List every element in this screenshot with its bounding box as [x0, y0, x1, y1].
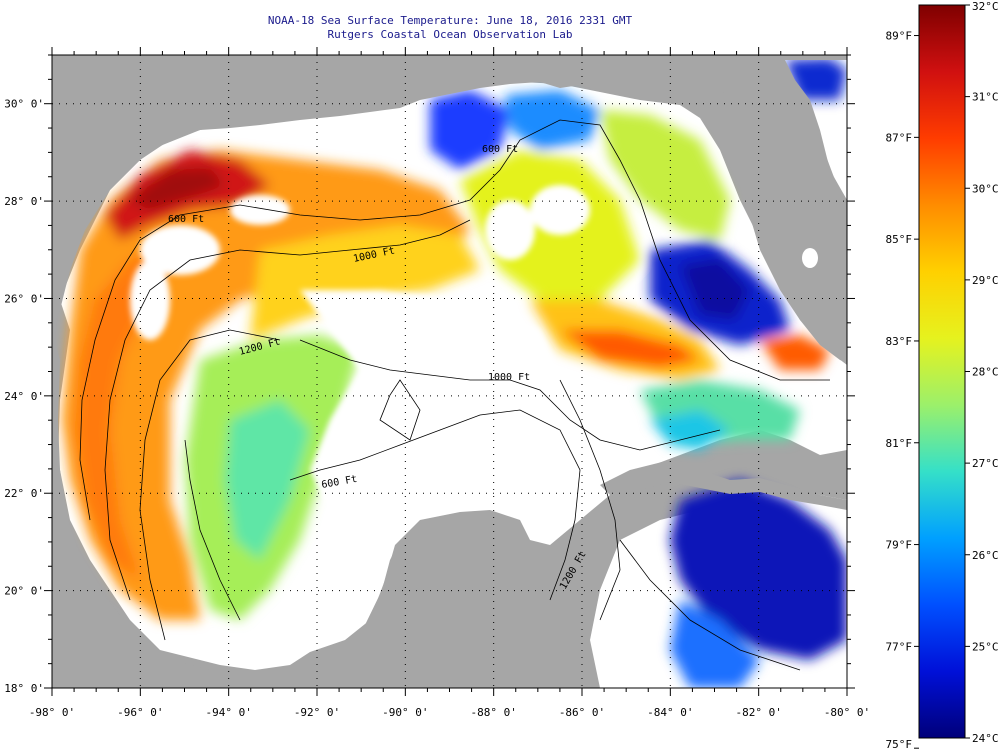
longitude-labels: -98° 0' -96° 0' -94° 0' -92° 0' -90° 0' -88° …: [29, 706, 870, 719]
contour-label: 600 Ft: [168, 214, 204, 225]
colorbar-celsius-label: 24°C: [972, 732, 999, 745]
colorbar-celsius-label: 25°C: [972, 640, 999, 653]
colorbar-celsius-label: 32°C: [972, 0, 999, 13]
longitude-label: -94° 0': [205, 706, 251, 719]
longitude-label: -96° 0': [117, 706, 163, 719]
colorbar-celsius-label: 30°C: [972, 182, 999, 195]
latitude-label: 18° 0': [4, 682, 44, 695]
map-subtitle: Rutgers Coastal Ocean Observation Lab: [327, 28, 573, 41]
florida-peninsula: [700, 60, 847, 362]
mexico-coast: [52, 330, 595, 688]
landmasses: [52, 55, 847, 688]
longitude-label: -84° 0': [647, 706, 693, 719]
contour-label: 1000 Ft: [488, 372, 530, 383]
latitude-label: 22° 0': [4, 487, 44, 500]
colorbar-fahrenheit-label: 77°F: [886, 640, 913, 653]
longitude-label: -80° 0': [824, 706, 870, 719]
colorbar-celsius-label: 31°C: [972, 91, 999, 104]
cloud-mask: [130, 185, 640, 510]
latitude-label: 26° 0': [4, 292, 44, 305]
colorbar-celsius-labels: 32°C 31°C 30°C 29°C 28°C 27°C 26°C 25°C 24°C: [972, 0, 999, 745]
colorbar-gradient: [918, 4, 966, 739]
colorbar-fahrenheit-label: 75°F: [886, 738, 913, 751]
map-title-block: NOAA-18 Sea Surface Temperature: June 18…: [0, 14, 900, 42]
contour-label: 600 Ft: [482, 144, 518, 155]
frame-ticks: [44, 47, 855, 696]
colorbar-fahrenheit-label: 79°F: [886, 539, 913, 552]
colorbar-fahrenheit-label: 87°F: [886, 131, 913, 144]
colorbar-celsius-label: 28°C: [972, 366, 999, 379]
colorbar-fahrenheit-labels: 89°F 87°F 85°F 83°F 81°F 79°F 77°F 75°F: [886, 30, 913, 751]
colorbar-fahrenheit-label: 81°F: [886, 437, 913, 450]
colorbar-celsius-label: 26°C: [972, 549, 999, 562]
longitude-label: -88° 0': [470, 706, 516, 719]
latitude-label: 20° 0': [4, 585, 44, 598]
latitude-label: 30° 0': [4, 98, 44, 111]
colorbar: 32°C 31°C 30°C 29°C 28°C 27°C 26°C 25°C 24°C 89°…: [886, 0, 999, 751]
colorbar-celsius-label: 27°C: [972, 457, 999, 470]
colorbar-celsius-label: 29°C: [972, 274, 999, 287]
colorbar-fahrenheit-label: 85°F: [886, 233, 913, 246]
longitude-label: -86° 0': [559, 706, 605, 719]
longitude-label: -82° 0': [735, 706, 781, 719]
cuba: [600, 460, 847, 510]
longitude-label: -98° 0': [29, 706, 75, 719]
latitude-labels: 18° 0' 20° 0' 22° 0' 24° 0' 26° 0' 28° 0' 30° …: [4, 98, 44, 695]
longitude-label: -92° 0': [294, 706, 340, 719]
latitude-label: 24° 0': [4, 390, 44, 403]
map-title: NOAA-18 Sea Surface Temperature: June 18…: [267, 14, 633, 27]
lake-okeechobee: [802, 248, 818, 268]
colorbar-fahrenheit-label: 83°F: [886, 335, 913, 348]
colorbar-ticks: [914, 4, 970, 749]
graticule: [52, 55, 847, 688]
latitude-label: 28° 0': [4, 195, 44, 208]
map-plot-area: 600 Ft 1000 Ft 1200 Ft 600 Ft 1000 Ft 60…: [52, 55, 847, 688]
us-gulf-coast: [52, 55, 847, 330]
longitude-label: -90° 0': [382, 706, 428, 719]
colorbar-fahrenheit-label: 89°F: [886, 30, 913, 43]
